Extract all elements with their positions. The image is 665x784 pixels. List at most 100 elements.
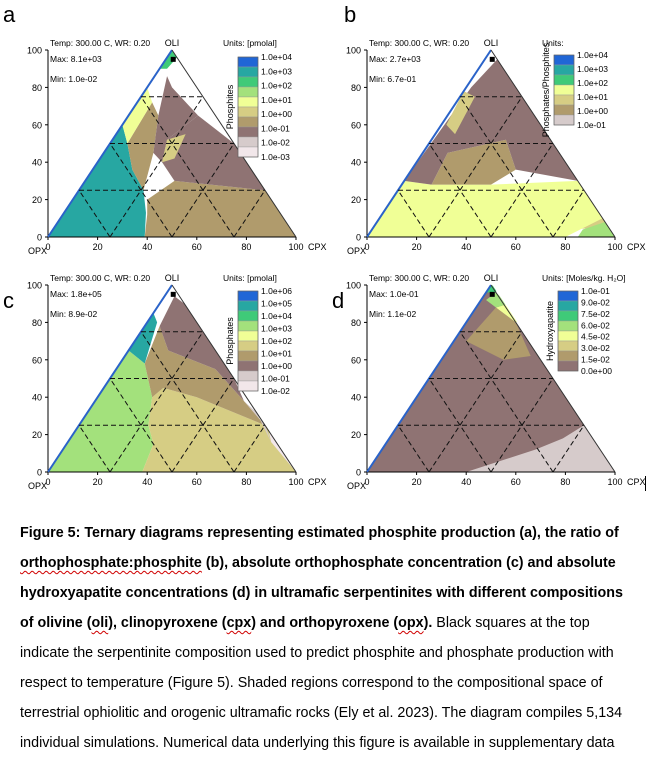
shaded-region-3 (466, 307, 531, 360)
colorbar-swatch-4 (237, 86, 259, 98)
caption-line-8: individual simulations. Numerical data u… (20, 735, 615, 751)
colorbar-tick-1: 1.0e+04 (577, 50, 608, 60)
grid-cpx-75 (552, 189, 585, 238)
left-tick-label-80: 80 (351, 318, 361, 328)
caption-seg-opx: opx (398, 615, 424, 631)
left-tick-label-40: 40 (351, 393, 361, 403)
bottom-tick-label-100: 100 (607, 477, 622, 487)
colorbar-label: Hydroxyapatite (545, 301, 555, 361)
apex-label-oli: OLI (165, 38, 180, 48)
min-value-text: Min: 1.1e-02 (369, 309, 417, 319)
colorbar-tick-4: 1.0e+01 (261, 95, 292, 105)
colorbar-tick-3: 1.0e+02 (577, 78, 608, 88)
colorbar-tick-5: 4.5e-02 (581, 332, 610, 342)
shaded-region-7 (128, 313, 158, 364)
colorbar: 1.0e+06 1.0e+05 1.0e+04 1.0e+03 1.0e+02 1.0e+… (225, 286, 292, 396)
left-tick-label-20: 20 (32, 195, 42, 205)
colorbar-tick-7: 1.0e-02 (261, 138, 290, 148)
bottom-tick-label-40: 40 (142, 477, 152, 487)
header-temp: Temp: 300.00 C, WR: 0.20 (50, 38, 150, 48)
colorbar-swatch-5 (557, 330, 579, 342)
grid-opx-25 (78, 424, 111, 473)
left-tick-label-20: 20 (351, 430, 361, 440)
shaded-region-7 (122, 87, 153, 144)
corner-label-opx: OPX (347, 481, 366, 491)
colorbar-tick-8: 0.0e+00 (581, 366, 612, 376)
corner-label-cpx: CPX (627, 477, 646, 487)
caption-line-7: terrestrial ophiolitic and orogenic ultr… (20, 705, 623, 721)
colorbar-swatch-3 (553, 74, 575, 86)
colorbar-frame (557, 290, 579, 372)
grid-cpx-75 (233, 189, 266, 238)
left-tick-label-100: 100 (346, 281, 361, 291)
bottom-tick-label-60: 60 (192, 477, 202, 487)
left-tick-label-0: 0 (37, 233, 42, 243)
colorbar-label: Phosphites (225, 84, 235, 129)
shaded-region-5 (153, 76, 199, 163)
shaded-region-5 (446, 91, 475, 135)
colorbar-tick-2: 9.0e-02 (581, 297, 610, 307)
header-temp: Temp: 300.00 C, WR: 0.20 (369, 38, 469, 48)
colorbar-swatch-2 (237, 66, 259, 78)
shaded-region-4 (162, 115, 265, 191)
left-tick-label-60: 60 (351, 355, 361, 365)
bottom-tick-label-0: 0 (364, 477, 369, 487)
colorbar-swatch-6 (553, 104, 575, 116)
left-tick-label-20: 20 (32, 430, 42, 440)
mask-left (0, 48, 172, 237)
composition-marker-square (170, 56, 176, 62)
caption-seg-4g: ). (423, 615, 433, 631)
shaded-region-6 (577, 222, 615, 237)
mask-right (491, 283, 665, 472)
colorbar-tick-7: 1.0e+00 (261, 361, 292, 371)
colorbar: 1.0e+04 1.0e+03 1.0e+02 1.0e+01 1.0e+00 1.0e-… (541, 42, 608, 137)
panel-letter-b: b (344, 2, 356, 27)
panel-letter-a: a (3, 2, 16, 27)
grid-opx-50 (109, 378, 173, 473)
caption-term-orthophosphate: orthophosphate:phosphite (20, 555, 202, 571)
bottom-tick-label-60: 60 (511, 242, 521, 252)
colorbar-swatch-10 (237, 146, 259, 158)
caption-seg-4a: of olivine ( (20, 615, 92, 631)
grid-opx-25 (78, 189, 111, 238)
bottom-tick-label-100: 100 (288, 242, 303, 252)
bottom-tick-label-40: 40 (461, 477, 471, 487)
colorbar-swatch-7 (557, 350, 579, 362)
colorbar-swatch-8 (557, 360, 579, 372)
shaded-region-8 (159, 50, 177, 69)
colorbar-swatch-10 (237, 380, 259, 392)
bottom-tick-label-80: 80 (560, 477, 570, 487)
units-label: Units: [pmolal] (223, 38, 277, 48)
mask-left (0, 283, 172, 472)
bottom-tick-label-80: 80 (241, 242, 251, 252)
max-value-text: Max: 1.0e-01 (369, 289, 419, 299)
caption-line-5: indicate the serpentinite composition us… (20, 645, 614, 661)
colorbar-tick-2: 1.0e+03 (261, 66, 292, 76)
mask-left (291, 283, 491, 472)
bottom-tick-label-80: 80 (241, 477, 251, 487)
left-tick-label-80: 80 (32, 83, 42, 93)
units-label: Units: [pmolal] (223, 273, 277, 283)
left-tick-label-80: 80 (351, 83, 361, 93)
bottom-tick-label-100: 100 (607, 242, 622, 252)
min-value-text: Min: 1.0e-02 (50, 74, 98, 84)
colorbar-tick-6: 1.0e-01 (261, 123, 290, 133)
bottom-tick-label-80: 80 (560, 242, 570, 252)
shaded-region-6 (162, 134, 186, 163)
corner-label-cpx: CPX (308, 242, 327, 252)
bottom-tick-label-20: 20 (412, 477, 422, 487)
left-tick-label-100: 100 (346, 46, 361, 56)
corner-label-cpx: CPX (627, 242, 646, 252)
caption-line-6: respect to temperature (Figure 5). Shade… (20, 675, 603, 691)
colorbar-swatch-4 (553, 84, 575, 96)
left-tick-label-40: 40 (351, 158, 361, 168)
colorbar-swatch-4 (237, 320, 259, 332)
bottom-tick-label-40: 40 (461, 242, 471, 252)
grid-opx-25 (397, 424, 430, 473)
caption-seg-4c: ), clinopyroxene ( (108, 615, 227, 631)
left-tick-label-100: 100 (27, 281, 42, 291)
colorbar-tick-2: 1.0e+05 (261, 299, 292, 309)
colorbar-swatch-6 (237, 340, 259, 352)
colorbar-swatch-8 (237, 360, 259, 372)
colorbar-swatch-8 (237, 126, 259, 138)
